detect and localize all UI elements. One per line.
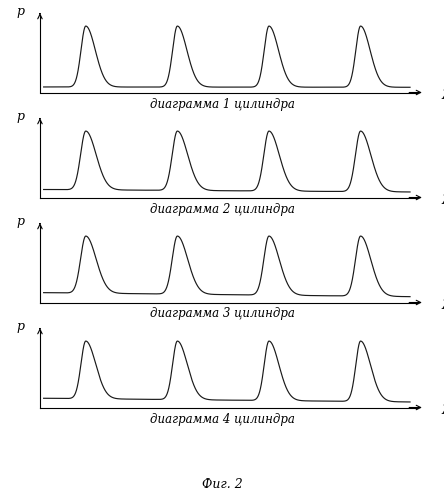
- Text: p: p: [17, 320, 25, 332]
- Text: λ°: λ°: [442, 404, 444, 417]
- Text: λ°: λ°: [442, 89, 444, 102]
- Text: p: p: [17, 4, 25, 18]
- Text: диаграмма 3 цилиндра: диаграмма 3 цилиндра: [150, 308, 294, 320]
- Text: λ°: λ°: [442, 194, 444, 207]
- Text: диаграмма 1 цилиндра: диаграмма 1 цилиндра: [150, 98, 294, 110]
- Text: диаграмма 2 цилиндра: диаграмма 2 цилиндра: [150, 202, 294, 215]
- Text: p: p: [17, 214, 25, 228]
- Text: λ°: λ°: [442, 299, 444, 312]
- Text: Фиг. 2: Фиг. 2: [202, 478, 242, 491]
- Text: p: p: [17, 110, 25, 122]
- Text: диаграмма 4 цилиндра: диаграмма 4 цилиндра: [150, 412, 294, 426]
